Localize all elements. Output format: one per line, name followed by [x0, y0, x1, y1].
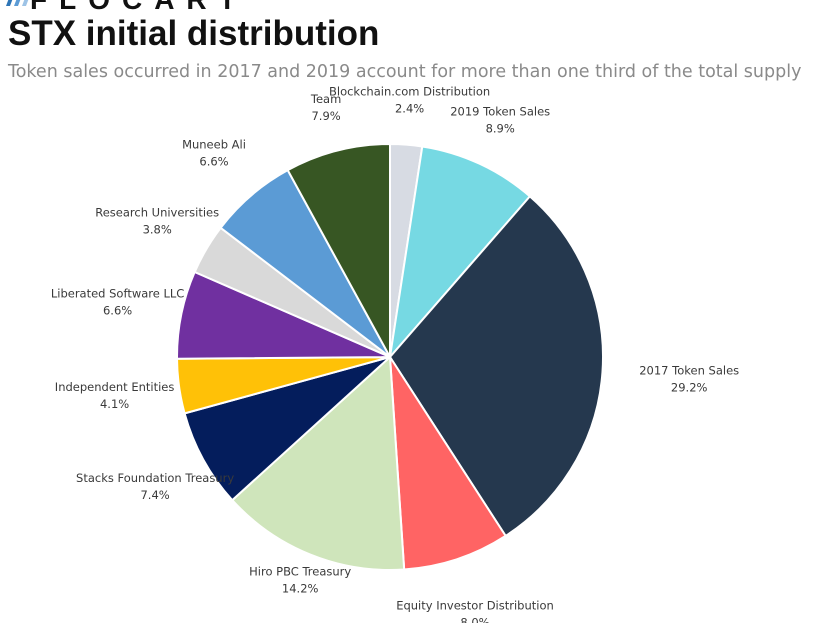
slice-value-independent-entities: 4.1% — [100, 397, 129, 411]
slice-value-blockchain-com-distribution: 2.4% — [395, 102, 424, 116]
slice-value-research-universities: 3.8% — [143, 222, 172, 236]
pie-slice-equity-investor-distribution — [388, 353, 508, 571]
slice-label-stacks-foundation-treasury: Stacks Foundation Treasury — [76, 471, 234, 485]
slice-label-independent-entities: Independent Entities — [55, 380, 175, 394]
slice-value-equity-investor-distribution: 8.0% — [460, 615, 489, 623]
slice-label-2019-token-sales: 2019 Token Sales — [450, 104, 550, 118]
chart-title: STX initial distribution — [8, 14, 380, 53]
brand-logo — [6, 0, 36, 6]
slice-label-blockchain-com-distribution: Blockchain.com Distribution — [329, 85, 490, 99]
pie-slice-stacks-foundation-treasury — [183, 356, 391, 502]
slice-label-muneeb-ali: Muneeb Ali — [182, 137, 246, 151]
slice-label-equity-investor-distribution: Equity Investor Distribution — [396, 598, 554, 612]
pie-slice-hiro-pbc-treasury — [230, 354, 406, 571]
slice-value-2019-token-sales: 8.9% — [486, 121, 515, 135]
slice-value-2017-token-sales: 29.2% — [671, 380, 708, 394]
pie-slice-2019-token-sales — [388, 145, 532, 361]
slice-label-team: Team — [310, 92, 341, 106]
slice-value-muneeb-ali: 6.6% — [199, 154, 228, 168]
slice-label-hiro-pbc-treasury: Hiro PBC Treasury — [249, 565, 351, 579]
pie-slice-team — [286, 142, 391, 358]
logo-mark-icon — [6, 0, 29, 6]
slice-value-liberated-software-llc: 6.6% — [103, 303, 132, 317]
slice-label-research-universities: Research Universities — [95, 205, 219, 219]
slice-value-stacks-foundation-treasury: 7.4% — [140, 488, 169, 502]
slice-value-hiro-pbc-treasury: 14.2% — [282, 582, 319, 596]
slice-value-team: 7.9% — [311, 109, 340, 123]
slice-label-liberated-software-llc: Liberated Software LLC — [51, 286, 185, 300]
logo-wordmark: FLOCART — [30, 0, 248, 16]
chart-subtitle: Token sales occurred in 2017 and 2019 ac… — [8, 62, 802, 82]
slice-label-2017-token-sales: 2017 Token Sales — [639, 363, 739, 377]
pie-slice-2017-token-sales — [388, 194, 604, 538]
